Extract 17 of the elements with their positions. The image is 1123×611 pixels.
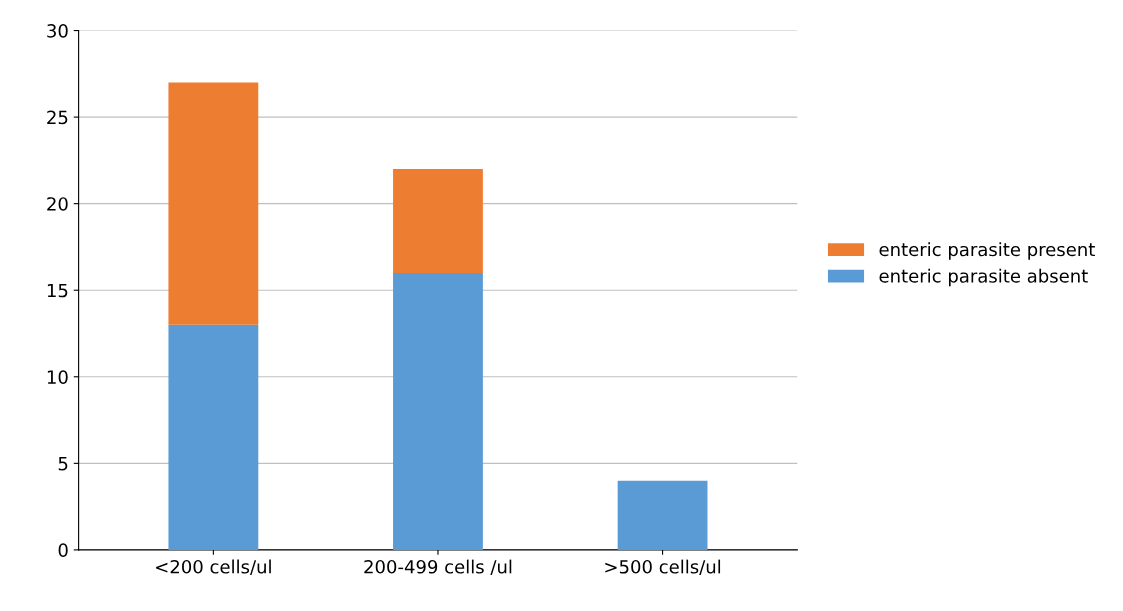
y-tick-label: 5 (58, 457, 68, 471)
legend-label: enteric parasite absent (879, 268, 1088, 287)
y-tick-label: 0 (58, 543, 68, 558)
legend-label: enteric parasite present (879, 242, 1095, 260)
x-tick-label: >500 cells/ul (605, 559, 721, 576)
y-tick-label: 30 (47, 24, 68, 38)
x-tick-label: 200-499 cells /ul (364, 559, 512, 576)
y-tick-label: 20 (47, 197, 68, 211)
bar (393, 272, 483, 550)
bar (168, 324, 259, 550)
y-tick-label: 25 (47, 110, 68, 125)
y-tick-label: 15 (47, 283, 68, 298)
bar (393, 169, 483, 273)
bar (168, 82, 259, 325)
y-tick-label: 10 (47, 370, 68, 384)
x-tick-label: <200 cells/ul (156, 559, 271, 576)
bar (617, 480, 708, 550)
